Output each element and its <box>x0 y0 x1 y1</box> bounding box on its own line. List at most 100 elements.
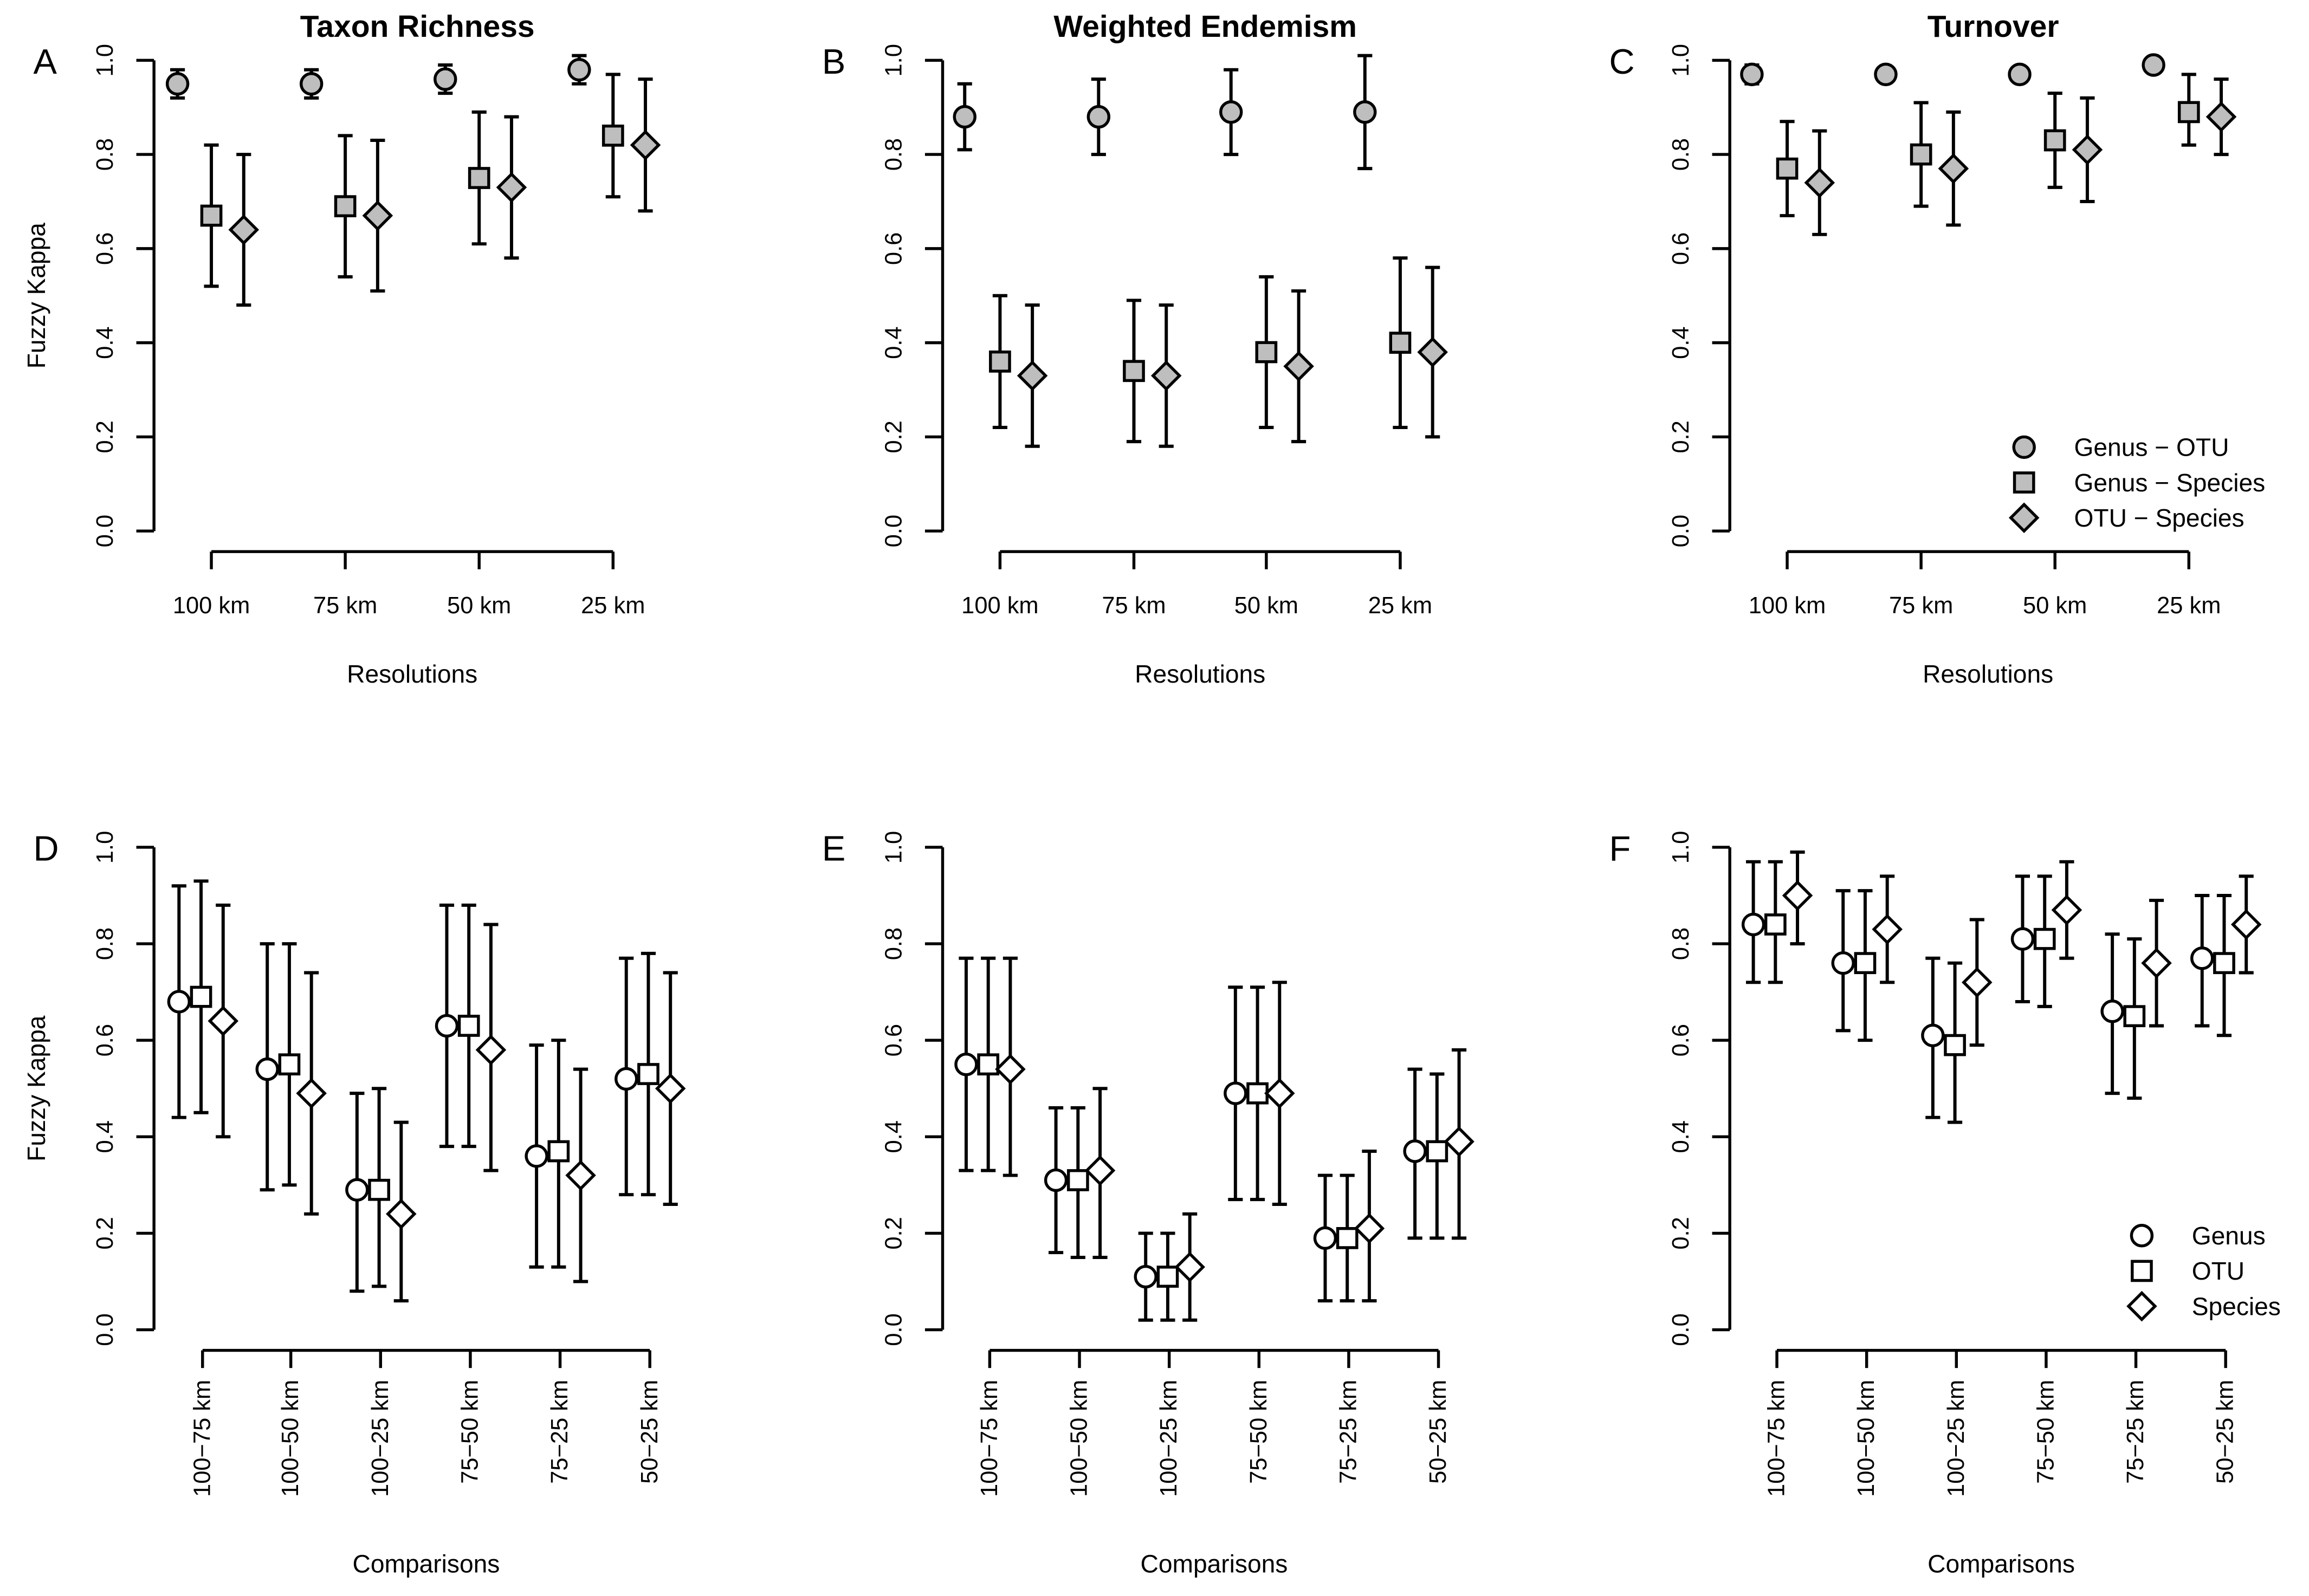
point-square <box>1854 952 1877 975</box>
x-tick-label: 100 km <box>961 593 1038 619</box>
y-tick-label: 0.0 <box>881 1313 907 1346</box>
point-diamond <box>1872 914 1903 945</box>
x-axis-title: Comparisons <box>353 1550 500 1578</box>
x-tick-label: 100 km <box>173 593 250 619</box>
x-tick-label: 25 km <box>2157 593 2221 619</box>
point-square <box>1389 332 1412 354</box>
point-square <box>1255 341 1278 364</box>
point-diamond <box>2205 101 2237 132</box>
point-circle <box>1831 951 1855 975</box>
y-tick-label: 0.8 <box>1668 927 1694 960</box>
panel-title: Turnover <box>1928 9 2059 44</box>
point-circle <box>435 1014 459 1038</box>
legend-circle-icon <box>2130 1224 2154 1248</box>
point-circle <box>567 57 591 82</box>
point-circle <box>1219 100 1243 124</box>
point-circle <box>2190 946 2214 970</box>
point-circle <box>2010 927 2035 951</box>
x-tick-label: 75 km <box>1102 593 1166 619</box>
panel-letter: A <box>34 42 57 81</box>
point-diamond <box>1084 1155 1116 1186</box>
point-diamond <box>2072 134 2103 165</box>
y-tick-label: 0.4 <box>881 1120 907 1153</box>
point-circle <box>299 72 324 96</box>
point-square <box>637 1063 659 1085</box>
x-tick-label: 50 km <box>447 593 511 619</box>
point-square <box>1910 143 1932 166</box>
panel-letter: D <box>34 828 59 868</box>
legend: Genus OTU Species <box>2126 1222 2281 1322</box>
x-tick-label: 100−50 km <box>1853 1380 1879 1497</box>
y-tick-label: 0.4 <box>881 326 907 359</box>
point-square <box>2177 101 2200 124</box>
y-tick-label: 0.4 <box>92 1120 118 1153</box>
point-circle <box>954 1053 978 1076</box>
x-axis-title: Resolutions <box>1135 660 1265 688</box>
y-tick-label: 0.6 <box>1668 1024 1694 1056</box>
panel-d: 0.0 0.2 0.4 0.6 0.8 1.0 100−75 km 100−50 km 100−… <box>22 828 686 1578</box>
panel-letter: E <box>822 828 845 868</box>
point-diamond <box>1264 1078 1295 1109</box>
point-square <box>278 1053 301 1076</box>
point-square <box>1426 1140 1448 1163</box>
point-square <box>190 985 212 1008</box>
x-axis-title: Comparisons <box>1928 1550 2075 1578</box>
legend-label: Species <box>2192 1292 2281 1320</box>
point-diamond <box>496 172 527 203</box>
x-tick-label: 75−25 km <box>1335 1380 1361 1484</box>
legend-label: OTU − Species <box>2074 504 2245 532</box>
y-tick-label: 0.4 <box>1668 326 1694 359</box>
point-square <box>1944 1034 1966 1056</box>
point-diamond <box>1283 351 1314 382</box>
panel-b: 0.0 0.2 0.4 0.6 0.8 1.0 100 km 75 km 50 km 25 km R… <box>822 9 1448 688</box>
y-tick-label: 0.8 <box>1668 138 1694 171</box>
panel-e: 0.0 0.2 0.4 0.6 0.8 1.0 100−75 km 100−50 km 100−… <box>822 828 1474 1578</box>
x-tick-label: 100−50 km <box>1066 1380 1092 1497</box>
point-circle <box>2008 62 2032 87</box>
x-tick-label: 75−50 km <box>457 1380 483 1484</box>
panel-title: Weighted Endemism <box>1053 9 1357 44</box>
point-square <box>2123 1005 2146 1028</box>
legend-circle-icon <box>2012 435 2036 459</box>
legend-square-icon <box>2131 1260 2153 1282</box>
x-tick-label: 100−75 km <box>1764 1380 1790 1497</box>
point-diamond <box>565 1160 596 1191</box>
point-diamond <box>2230 909 2262 940</box>
x-tick-label: 75 km <box>313 593 377 619</box>
x-tick-label: 75−25 km <box>547 1380 573 1484</box>
x-tick-label: 100−75 km <box>189 1380 215 1497</box>
y-tick-label: 1.0 <box>1668 44 1694 76</box>
legend-label: Genus − Species <box>2074 469 2266 497</box>
y-tick-label: 0.6 <box>881 1024 907 1056</box>
point-circle <box>1921 1023 1945 1048</box>
point-square <box>977 1053 1000 1076</box>
point-circle <box>165 72 190 96</box>
panel-f: 0.0 0.2 0.4 0.6 0.8 1.0 100−75 km 100−50 km 100−… <box>1609 828 2280 1578</box>
y-tick-label: 0.6 <box>1668 232 1694 265</box>
point-diamond <box>1444 1126 1474 1157</box>
point-circle <box>1086 105 1111 129</box>
point-circle <box>1044 1168 1068 1192</box>
x-axis-title: Comparisons <box>1141 1550 1288 1578</box>
x-tick-label: 50 km <box>2023 593 2087 619</box>
legend-label: Genus <box>2192 1222 2266 1250</box>
y-tick-label: 0.6 <box>92 232 118 265</box>
point-circle <box>345 1178 369 1202</box>
y-tick-label: 0.2 <box>881 1217 907 1249</box>
legend-label: OTU <box>2192 1257 2245 1285</box>
point-circle <box>525 1144 548 1168</box>
y-tick-label: 0.8 <box>92 927 118 960</box>
point-circle <box>255 1057 279 1081</box>
y-tick-label: 0.2 <box>881 420 907 453</box>
legend: Genus − OTU Genus − Species OTU − Species <box>2008 433 2266 534</box>
point-diamond <box>2051 894 2082 926</box>
y-tick-label: 0.0 <box>881 515 907 547</box>
point-diamond <box>475 1034 507 1066</box>
point-circle <box>434 67 457 91</box>
point-diamond <box>208 1005 239 1036</box>
point-circle <box>1403 1139 1427 1163</box>
point-square <box>1123 360 1145 382</box>
point-circle <box>1741 912 1765 937</box>
point-circle <box>1874 62 1898 87</box>
